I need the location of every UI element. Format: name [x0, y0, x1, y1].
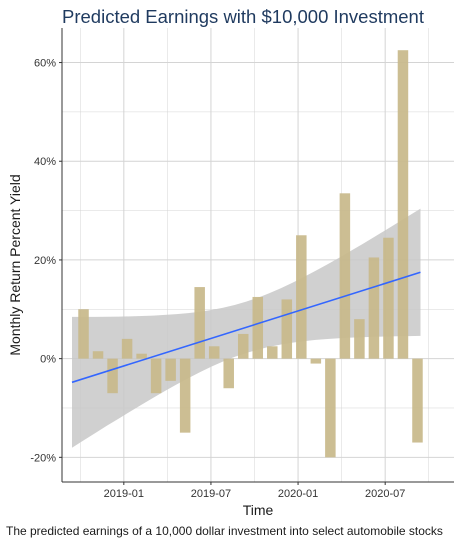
- bar-2019-02: [136, 353, 147, 359]
- bar-2018-12: [107, 358, 118, 394]
- x-tick-label: 2019-01: [104, 488, 144, 500]
- bar-2019-03: [150, 358, 162, 394]
- bar-2020-05: [354, 319, 365, 359]
- x-tick-label: 2020-01: [278, 488, 318, 500]
- y-axis-title: Monthly Return Percent Yield: [7, 174, 23, 355]
- y-tick-label: 40%: [34, 156, 56, 168]
- chart-caption: The predicted earnings of a 10,000 dolla…: [6, 524, 443, 538]
- bar-2020-07: [383, 237, 394, 359]
- x-tick-label: 2019-07: [191, 488, 231, 500]
- x-tick-label: 2020-07: [365, 488, 405, 500]
- bar-2019-04: [165, 358, 176, 381]
- x-axis-title: Time: [243, 502, 274, 518]
- bar-2019-05: [179, 358, 191, 433]
- y-tick-label: 20%: [34, 255, 56, 267]
- bar-2020-09: [412, 358, 423, 443]
- bar-2020-03: [325, 358, 336, 458]
- y-tick-label: -20%: [30, 452, 56, 464]
- chart-area: -20% 0% 20% 40% 60% 2019-01 2019-07 2020-01 2020…: [7, 28, 454, 518]
- grid-lines: [62, 28, 454, 482]
- bar-2020-06: [368, 257, 380, 359]
- bar-2019-10: [252, 296, 264, 359]
- bar-2019-11: [267, 346, 278, 359]
- bar-2019-09: [237, 333, 249, 359]
- bar-2019-07: [208, 346, 220, 359]
- bar-2020-08: [397, 50, 409, 359]
- bar-2018-11: [92, 351, 104, 359]
- bar-2020-01: [296, 235, 307, 359]
- trend-line: [71, 271, 421, 384]
- trend-line-path: [71, 271, 421, 384]
- y-tick-label: 60%: [34, 58, 56, 70]
- chart-title: Predicted Earnings with $10,000 Investme…: [62, 6, 424, 27]
- bar-2018-10: [78, 309, 89, 359]
- bar-2019-01: [121, 338, 133, 359]
- bar-series: [78, 50, 423, 458]
- bar-2019-06: [194, 287, 205, 359]
- bar-2019-08: [223, 358, 234, 389]
- y-tick-label: 0%: [40, 354, 56, 366]
- axis-labels: -20% 0% 20% 40% 60% 2019-01 2019-07 2020-01 2020…: [7, 58, 405, 518]
- axes: [61, 28, 454, 483]
- bar-2020-02: [310, 358, 322, 364]
- bar-2019-12: [281, 299, 293, 359]
- bar-2020-04: [339, 193, 351, 359]
